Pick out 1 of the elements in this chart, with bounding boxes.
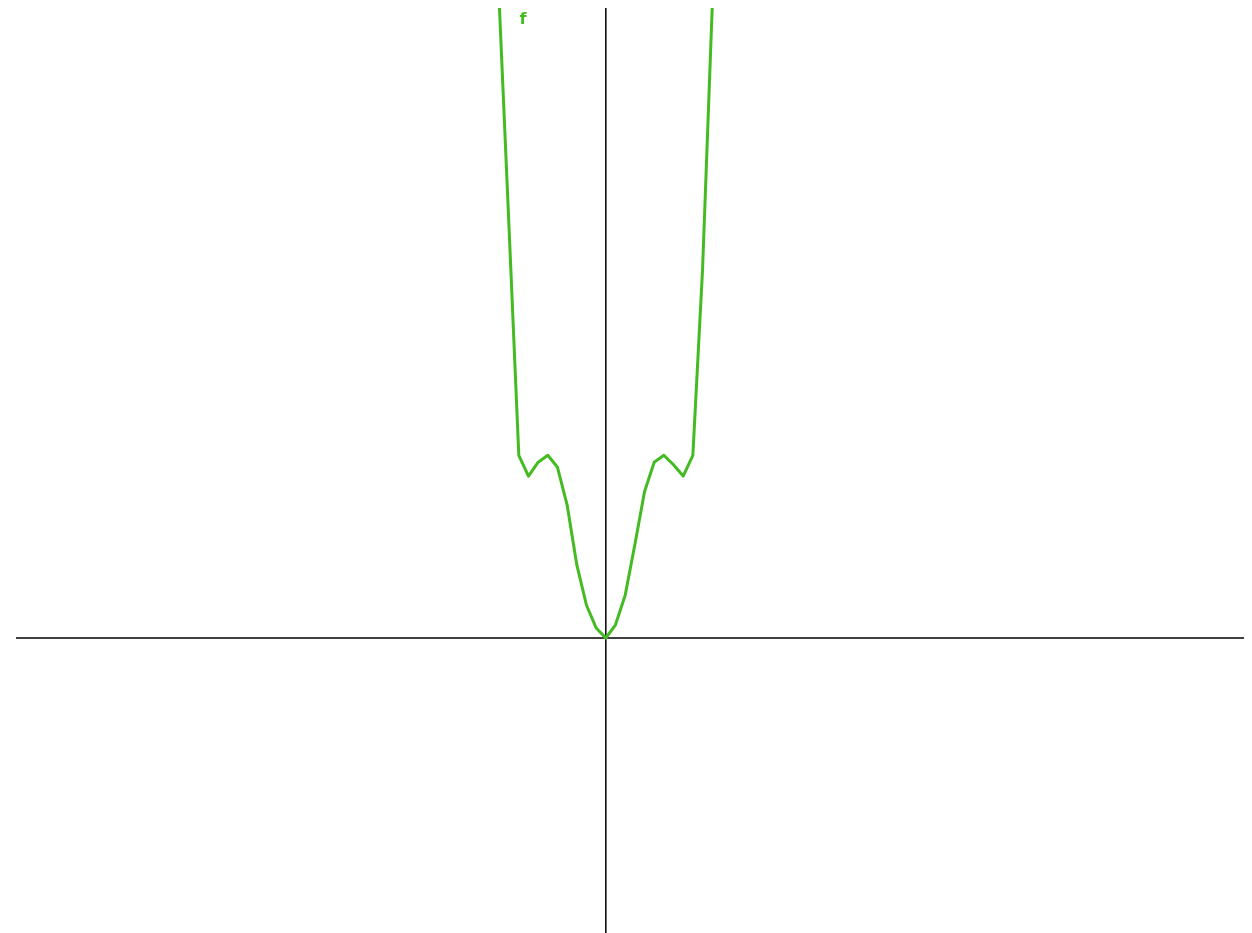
series-label: f xyxy=(519,9,528,28)
